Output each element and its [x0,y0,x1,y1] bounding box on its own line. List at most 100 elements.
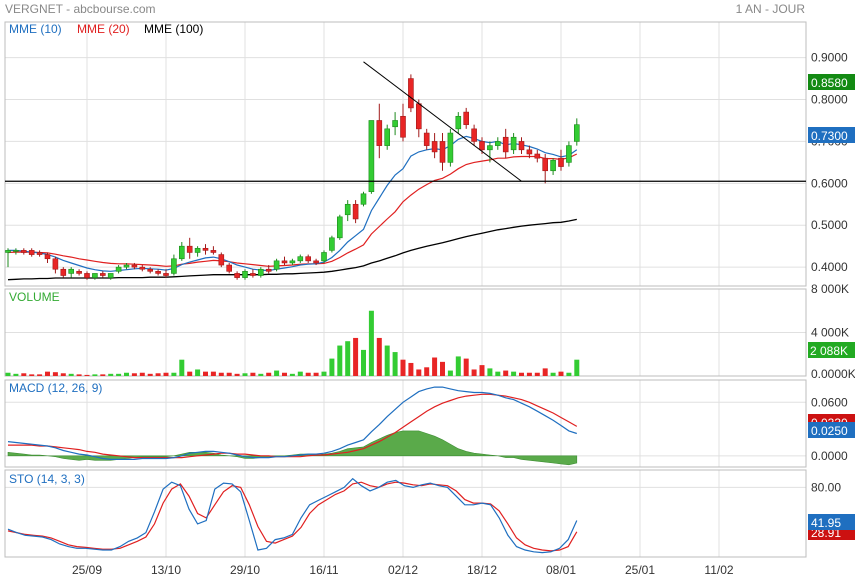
candle-body [123,264,130,268]
volume-bar [124,372,129,376]
x-tick-label: 02/12 [388,563,418,577]
volume-bar [361,349,366,376]
volume-bar [542,368,548,376]
volume-bar [432,357,438,376]
candle [257,267,264,278]
candle [131,262,138,270]
candle [155,269,161,276]
candle-body [273,260,280,270]
volume-bar [455,356,461,376]
candle [68,267,74,278]
volume-bar [353,337,359,376]
candle [186,237,193,259]
candle-body [344,203,351,216]
candle [431,133,438,159]
candle-body [400,115,406,138]
candle [5,248,11,268]
price-last-tag-text: 0.7300 [811,129,848,143]
macd-y-tick-label: 0.0000 [811,449,848,463]
candle [352,200,359,224]
volume-bar [495,371,501,376]
candle [289,258,296,266]
candle-body [139,266,146,270]
volume-bar [266,372,272,376]
volume-bar [116,373,122,376]
chart-title: VERGNET - abcbourse.com [5,2,156,16]
volume-bar [68,373,74,376]
candle [273,258,280,272]
candle [250,269,256,278]
candle [392,112,398,136]
candle-body [226,264,232,272]
volume-y-tick-label: 8 000K [811,282,849,296]
candle-body [526,149,533,155]
candle-body [218,254,225,266]
sto-k-line [7,477,578,554]
macd-histogram [7,430,578,466]
sto-d-line [7,481,578,552]
price-high-tag-bg [808,74,855,90]
x-tick-label: 11/02 [704,563,733,577]
volume-bar [155,373,161,376]
candle-body [44,254,51,260]
candle-body [234,273,240,278]
volume-bar [368,310,374,376]
candle-body [502,136,509,153]
volume-y-tick-label: 0.0000K [811,367,855,381]
candle-body [415,103,422,130]
candle-body [408,78,414,109]
candle [542,154,549,184]
candle-body [471,128,477,142]
volume-bar [187,371,193,376]
macd-signal-path [8,393,578,459]
volume-bar [29,374,35,376]
candle [526,145,533,159]
candle [329,235,335,253]
x-axis-labels: 25/09 13/10 29/10 16/11 02/12 18/12 08/01 25/01… [72,563,734,577]
period-label: 1 AN - JOUR [736,2,806,16]
price-y-tick-label: 0.5000 [811,218,848,232]
candle [297,254,304,263]
candle [534,149,541,163]
volume-bar [313,372,319,376]
candle [28,248,35,257]
sto-k-path [7,477,578,554]
candle-body [100,273,106,276]
sto-y-ticks: 80.00 [811,480,841,494]
candle-body [210,250,217,253]
candle [281,256,288,266]
candle-body [494,141,501,146]
x-tick-label: 13/10 [151,563,181,577]
candle-body [84,273,90,278]
volume-bar [250,372,256,376]
candle [13,248,19,255]
candle-body [297,256,304,262]
macd-path [7,386,577,460]
candle-body [265,268,272,272]
candle-body [68,268,74,274]
candle-body [392,120,398,128]
sto-y-tick-label: 80.00 [811,480,841,494]
mme20-line [7,153,578,267]
candle [502,128,509,159]
volume-bar [100,374,106,376]
candle-body [439,141,446,163]
macd-title: MACD (12, 26, 9) [9,381,102,395]
candle [139,265,146,272]
volume-bar [139,372,145,376]
volume-bar [408,362,414,376]
candle [147,267,153,274]
volume-bar [171,372,177,376]
candle-body [376,120,383,146]
candle-body [289,260,296,264]
candle-body [431,141,438,153]
volume-bar [416,369,422,376]
price-last-tag-bg [808,127,855,143]
candle-body [242,271,248,278]
candle [194,246,201,257]
candle [494,137,501,150]
candle [360,191,367,207]
volume-bar [550,372,556,376]
